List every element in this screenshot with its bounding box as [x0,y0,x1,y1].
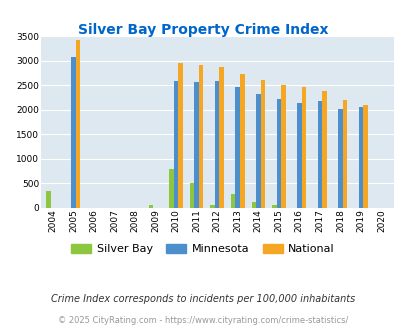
Bar [271,206,276,208]
Bar [214,82,219,208]
Bar [194,82,198,208]
Bar [280,85,285,208]
Bar [190,183,194,208]
Bar [260,81,264,208]
Bar [321,91,326,208]
Bar [251,202,256,208]
Bar [296,104,301,208]
Bar [239,74,244,208]
Bar [169,169,173,208]
Bar [71,57,75,208]
Bar [358,107,362,208]
Bar [198,65,203,208]
Bar [149,206,153,208]
Text: © 2025 CityRating.com - https://www.cityrating.com/crime-statistics/: © 2025 CityRating.com - https://www.city… [58,315,347,325]
Text: Crime Index corresponds to incidents per 100,000 inhabitants: Crime Index corresponds to incidents per… [51,294,354,304]
Bar [256,94,260,208]
Bar [46,191,51,208]
Bar [173,82,178,208]
Bar [301,87,305,208]
Bar [178,63,183,208]
Bar [342,100,346,208]
Bar [337,109,342,208]
Bar [230,194,235,208]
Text: Silver Bay Property Crime Index: Silver Bay Property Crime Index [78,23,327,37]
Bar [219,67,224,208]
Bar [75,40,80,208]
Bar [276,99,280,208]
Legend: Silver Bay, Minnesota, National: Silver Bay, Minnesota, National [66,239,339,258]
Bar [362,105,367,208]
Bar [235,87,239,208]
Bar [210,206,214,208]
Bar [317,101,321,208]
